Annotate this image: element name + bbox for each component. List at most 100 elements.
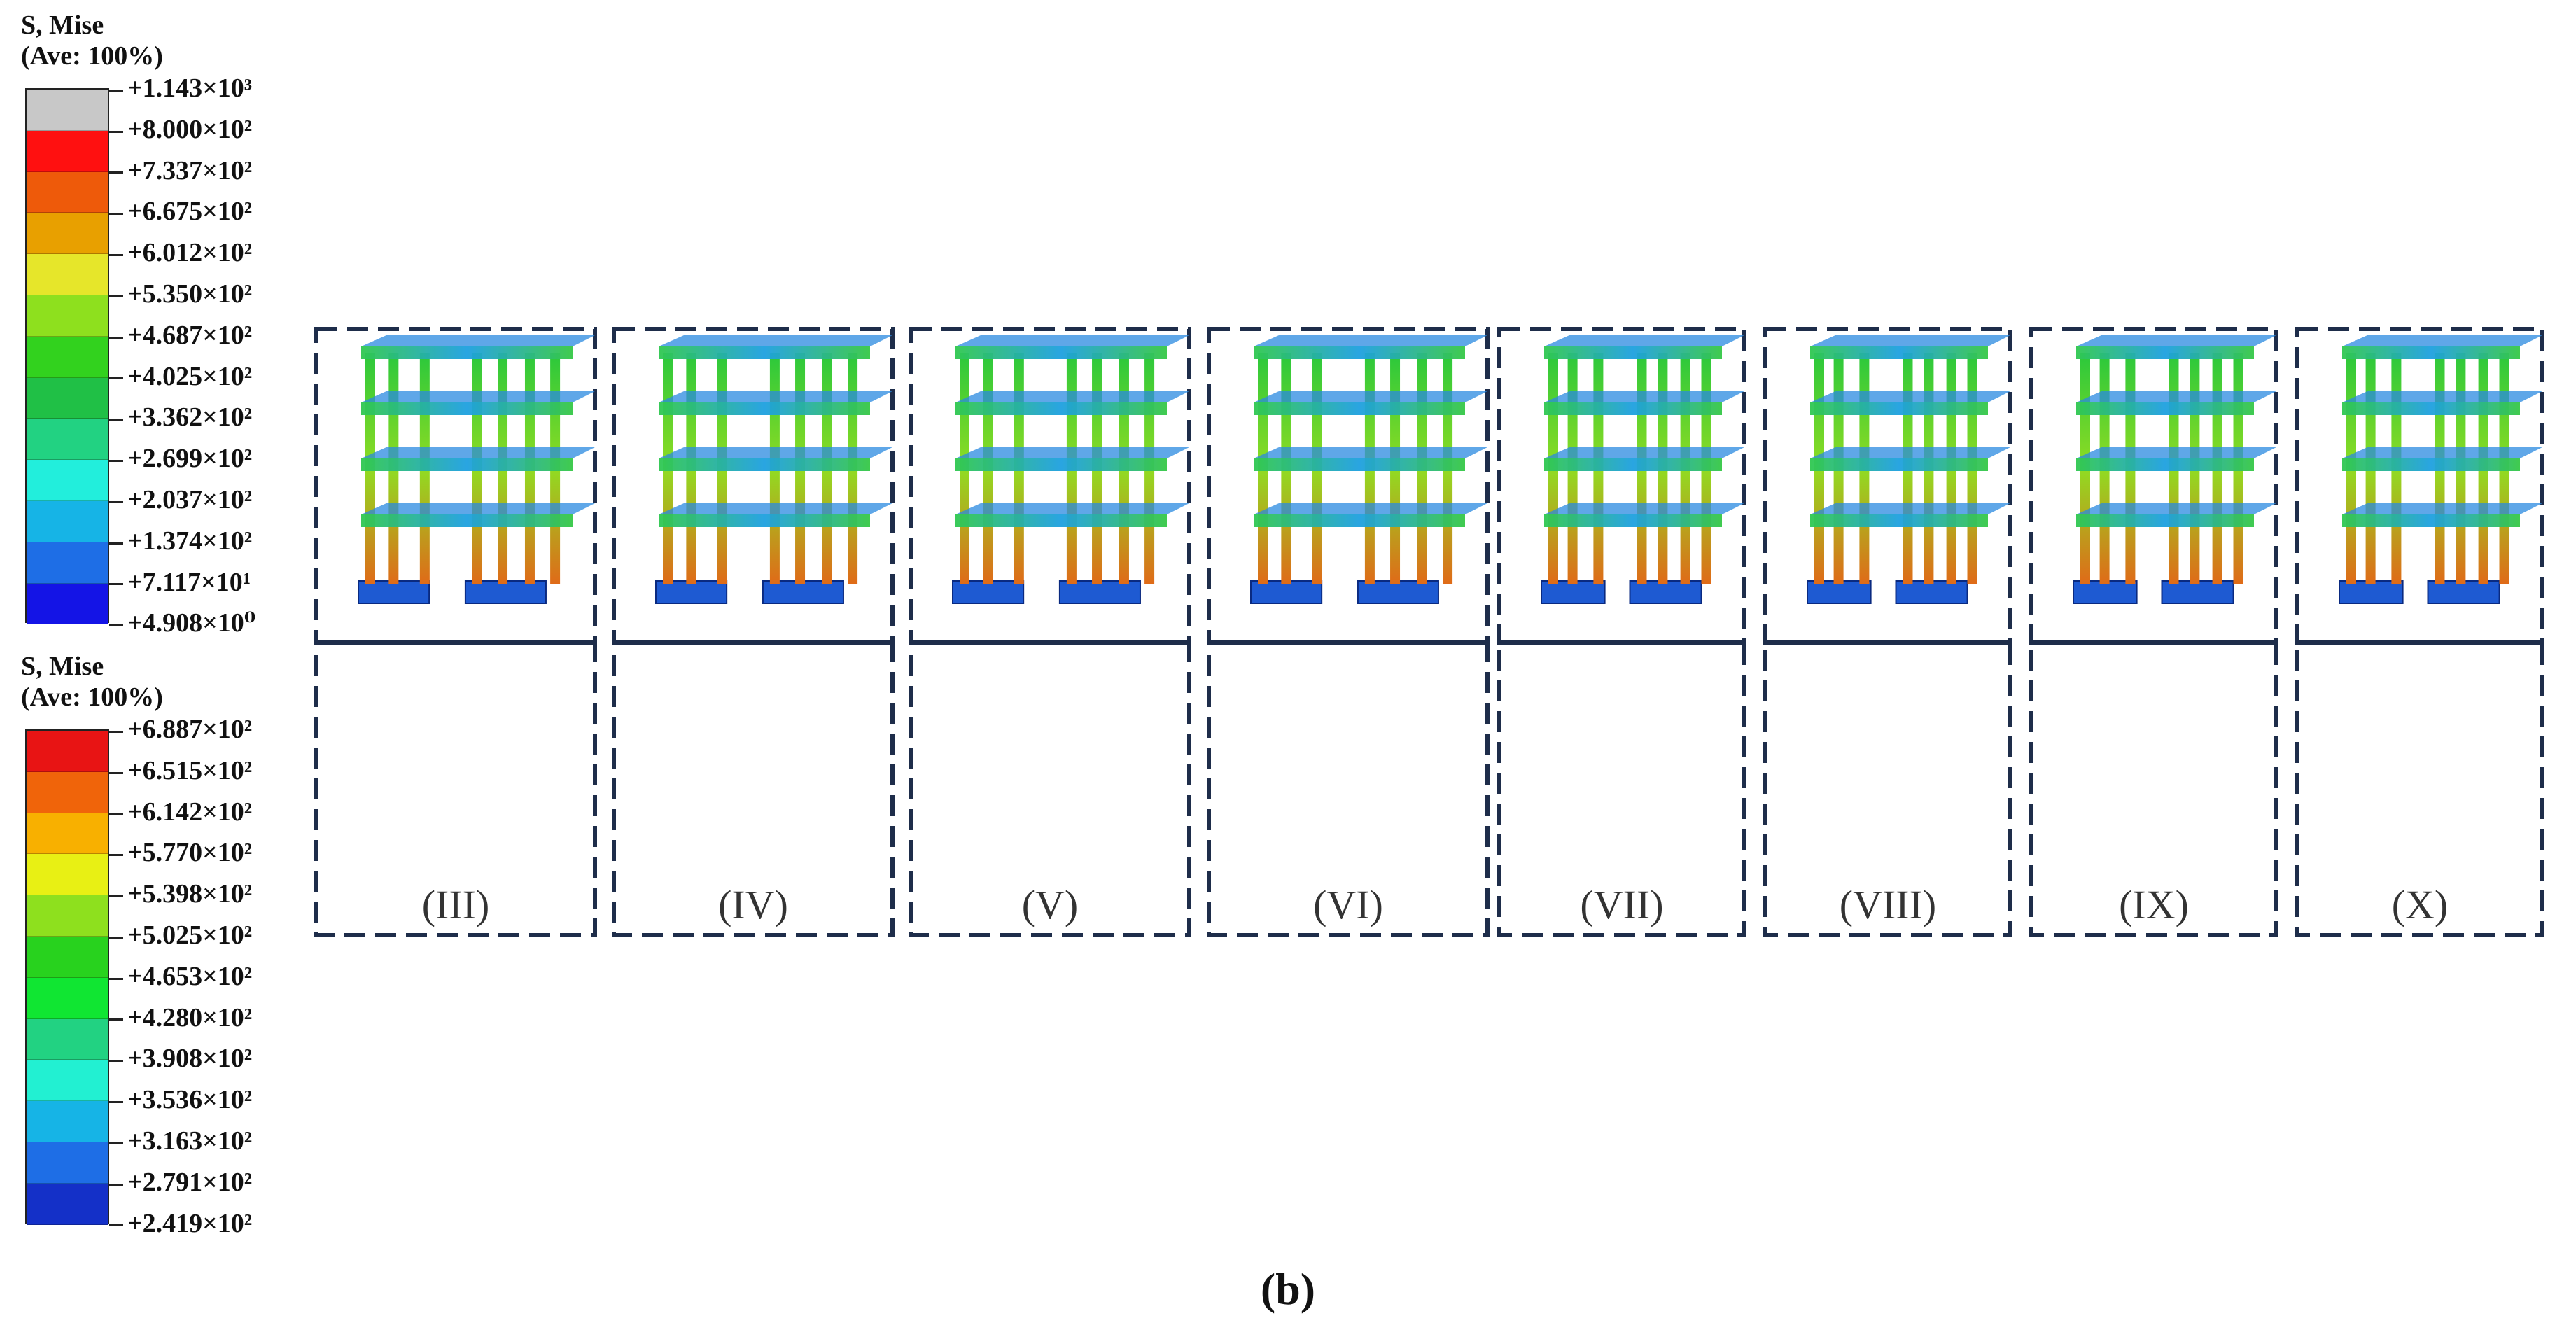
floor-slab [955,391,1189,402]
color-swatch [27,171,108,213]
case-label: (V) [1022,882,1079,927]
floor-beam [659,458,870,471]
floor-beam [1254,402,1465,415]
legend-tick-label: +6.887×10² [109,715,252,743]
foundation-pad [762,580,844,604]
floor-beam [659,402,870,415]
floor-slab [1254,447,1488,458]
floor-beam [955,458,1167,471]
floor-slab [659,335,892,346]
color-swatch [27,500,108,542]
floor-beam [361,514,573,527]
legend-tick-label: +2.419×10² [109,1210,252,1238]
legend-tick-label: +7.337×10² [109,157,252,185]
floor-slab [2342,503,2542,514]
case-panel: (VIII) [1763,327,2012,937]
foundation-pad [2073,580,2138,604]
legend-tick-label: +2.699×10² [109,444,252,472]
rebar-frame-box [2029,640,2278,937]
legend-tick-label: +8.000×10² [109,115,252,143]
floor-beam [2342,402,2520,415]
color-swatch [27,895,108,937]
floor-slab [1254,503,1488,514]
floor-slab [1544,391,1744,402]
rebar-frame-box [909,640,1191,937]
floor-beam [361,458,573,471]
floor-beam [1544,458,1722,471]
legend-tick-label: +5.770×10² [109,839,252,867]
floor-beam [1810,346,1988,359]
floor-slab [1810,447,2010,458]
rebar-cage [925,652,1164,888]
floor-slab [2076,447,2276,458]
floor-slab [1810,335,2010,346]
building-model [1541,335,1744,604]
floor-beam [1544,346,1722,359]
color-swatch [27,336,108,378]
case-panel: (X) [2295,327,2544,937]
color-swatch [27,213,108,255]
color-swatch [27,130,108,172]
color-swatch [27,731,108,772]
foundation-pad [358,580,430,604]
floor-slab [2342,447,2542,458]
color-scale-bar [25,88,109,625]
floor-beam [955,402,1167,415]
building-frame-box [2029,327,2278,645]
floor-beam [1254,346,1465,359]
floor-slab [2076,335,2276,346]
floor-slab [1810,391,2010,402]
legend-tick-label: +2.037×10² [109,486,252,514]
floor-slab [955,447,1189,458]
legend-tick-label: +1.143×10³ [109,74,252,102]
case-panel: (IX) [2029,327,2278,937]
foundation-pad [655,580,728,604]
floor-beam [2076,514,2254,527]
foundation-pad [464,580,547,604]
rebar-cage [628,652,867,888]
color-swatch [27,377,108,419]
building-model [1807,335,2010,604]
legend-tick-label: +3.908×10² [109,1044,252,1072]
legend-tick-label: +3.362×10² [109,403,252,431]
floor-slab [2342,391,2542,402]
legend-tick-label: +6.142×10² [109,798,252,826]
rebar-cage [2045,652,2253,888]
floor-slab [659,391,892,402]
legend-tick-label: +4.653×10² [109,962,252,990]
case-label: (X) [2392,882,2449,927]
floor-slab [361,447,595,458]
floor-slab [2076,391,2276,402]
legend-title: S, Mise [21,10,104,40]
legend-tick-label: +6.012×10² [109,239,252,267]
rebar-frame-box [612,640,895,937]
case-panel: (V) [909,327,1191,937]
color-swatch [27,1183,108,1225]
building-model [358,335,595,604]
building-frame-box [1497,327,1746,645]
floor-beam [1544,514,1722,527]
floor-beam [2076,346,2254,359]
foundation-pad [1807,580,1872,604]
rebar-cage [330,652,570,888]
rebar-cage [2311,652,2519,888]
color-swatch [27,542,108,584]
building-frame-box [1207,327,1490,645]
floor-beam [1254,514,1465,527]
floor-slab [361,335,595,346]
floor-slab [1810,503,2010,514]
building-model [1250,335,1488,604]
floor-beam [1544,402,1722,415]
color-swatch [27,854,108,896]
rebar-stress-legend: S, Mise (Ave: 100%) +6.887×10² +6.515×10²… [21,651,252,1238]
building-frame-box [909,327,1191,645]
case-panel: (VII) [1497,327,1746,937]
floor-beam [1810,402,1988,415]
legend-tick-label: +6.515×10² [109,757,252,785]
floor-beam [361,402,573,415]
legend-tick-label: +1.374×10² [109,527,252,555]
legend-tick-label: +5.398×10² [109,880,252,908]
foundation-pad [1250,580,1323,604]
floor-beam [659,346,870,359]
floor-slab [659,447,892,458]
